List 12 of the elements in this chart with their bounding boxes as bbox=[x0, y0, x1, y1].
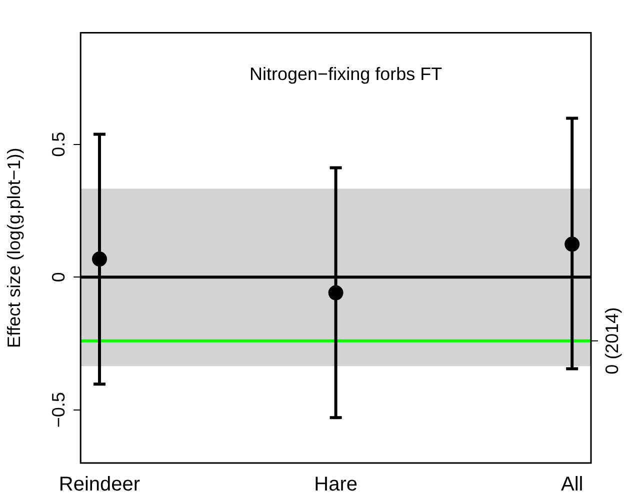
x-tick-label: All bbox=[560, 474, 584, 496]
y-tick-label: 0 bbox=[48, 272, 69, 282]
x-tick-label: Reindeer bbox=[58, 474, 140, 496]
y-tick-label: −0.5 bbox=[48, 392, 69, 428]
y-axis-title: Effect size (log(g.plot−1)) bbox=[4, 148, 24, 348]
ref-line-label: 0 (2014) bbox=[602, 307, 622, 374]
y-tick-label: 0.5 bbox=[48, 132, 69, 157]
x-tick-label: Hare bbox=[314, 474, 358, 496]
text: Nitrogen−fixing forbs FT bbox=[250, 64, 442, 84]
point bbox=[92, 252, 108, 267]
point bbox=[564, 236, 580, 252]
point bbox=[328, 285, 344, 300]
